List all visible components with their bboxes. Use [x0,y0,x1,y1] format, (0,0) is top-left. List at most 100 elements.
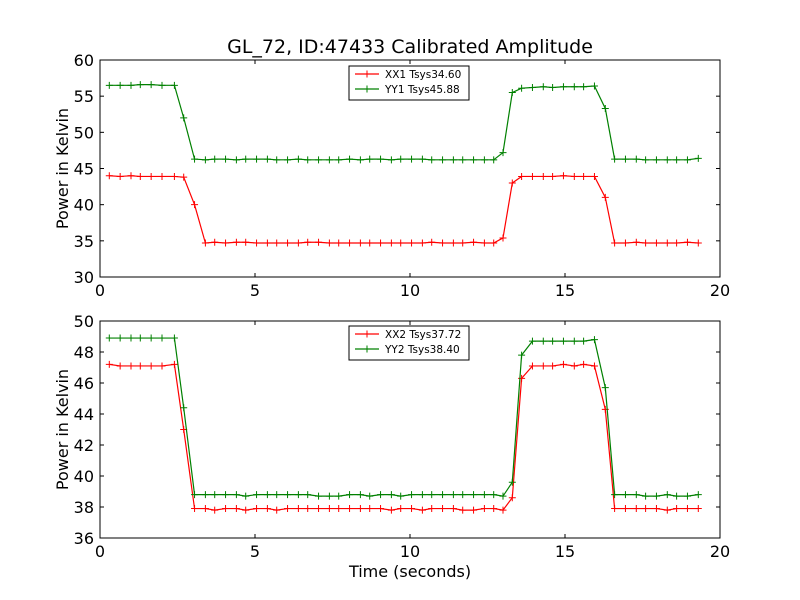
data-point-1-1-14 [253,491,261,499]
data-point-1-1-2 [127,334,135,342]
data-point-1-1-3 [136,334,144,342]
y-axis-label-0: Power in Kelvin [53,108,72,229]
y-tick-label-1-2: 40 [74,467,94,486]
data-point-1-1-43 [549,337,557,345]
data-point-0-0-30 [418,239,426,247]
data-point-0-1-29 [408,155,416,163]
bottom-subplot: 0 5 10 15 20 36 38 40 42 44 46 48 50 Power in Kelvin T… [53,312,730,581]
y-tick-label-0-5: 55 [74,87,94,106]
data-point-1-1-10 [211,491,219,499]
data-point-0-1-6 [170,81,178,89]
data-point-0-1-54 [663,156,671,164]
data-point-0-1-35 [470,156,478,164]
data-point-0-0-41 [528,172,536,180]
data-point-1-0-55 [673,505,681,513]
data-point-0-1-46 [580,83,588,91]
data-point-1-0-45 [570,362,578,370]
data-point-0-0-44 [559,172,567,180]
data-point-1-1-15 [263,491,271,499]
data-point-1-1-50 [621,491,629,499]
data-point-0-1-36 [480,156,488,164]
data-point-0-1-19 [304,156,312,164]
data-point-0-0-15 [263,239,271,247]
data-point-0-1-23 [346,155,354,163]
data-point-1-1-49 [611,491,619,499]
data-point-0-0-38 [499,234,507,242]
data-point-1-0-0 [105,360,113,368]
data-point-0-1-0 [105,81,113,89]
data-point-0-0-42 [539,172,547,180]
series-line-1-1 [109,337,699,497]
x-tick-label-0-4: 20 [710,281,730,300]
data-point-0-1-40 [518,84,526,92]
data-point-0-0-36 [480,239,488,247]
y-tick-label-1-4: 44 [74,405,94,424]
data-point-1-0-36 [480,505,488,513]
data-point-1-0-37 [490,505,498,513]
data-point-0-0-47 [590,172,598,180]
data-point-1-0-18 [294,505,302,513]
data-point-0-0-45 [570,172,578,180]
data-point-1-0-43 [549,362,557,370]
data-point-0-1-33 [449,156,457,164]
data-point-0-0-54 [663,239,671,247]
data-point-1-0-12 [232,505,240,513]
data-point-1-1-32 [439,491,447,499]
data-point-1-0-16 [273,506,281,514]
data-point-1-0-51 [632,505,640,513]
data-point-1-1-48 [601,384,609,392]
y-tick-label-0-4: 50 [74,123,94,142]
data-point-1-1-33 [449,491,457,499]
data-point-1-1-56 [683,492,691,500]
data-point-0-1-55 [673,156,681,164]
data-point-1-0-39 [508,494,516,502]
x-tick-label-1-1: 5 [250,542,260,561]
legend-label-0-0: XX1 Tsys34.60 [385,69,461,81]
data-point-1-1-12 [232,491,240,499]
data-point-0-0-43 [549,172,557,180]
data-point-0-1-7 [180,114,188,122]
data-point-0-0-39 [508,179,516,187]
data-point-1-1-16 [273,491,281,499]
data-point-1-1-26 [377,491,385,499]
legend-marker-0-0 [363,70,371,78]
data-point-1-0-35 [470,506,478,514]
data-point-1-1-20 [315,492,323,500]
data-point-0-0-34 [459,239,467,247]
series-line-0-0 [109,175,699,244]
data-point-0-0-5 [158,172,166,180]
data-point-1-1-46 [580,337,588,345]
legend-0: XX1 Tsys34.60 YY1 Tsys45.88 [348,65,470,101]
data-point-1-1-28 [397,492,405,500]
data-point-1-0-17 [284,505,292,513]
data-point-1-1-19 [304,491,312,499]
data-point-0-0-21 [325,239,333,247]
y-tick-label-1-0: 36 [74,529,94,548]
data-point-0-0-1 [116,172,124,180]
data-point-0-1-37 [490,156,498,164]
y-tick-label-1-3: 42 [74,436,94,455]
data-point-1-1-21 [325,492,333,500]
data-point-1-1-57 [694,491,702,499]
data-point-1-0-21 [325,505,333,513]
data-point-1-1-55 [673,492,681,500]
legend-box-0 [348,65,470,101]
y-tick-label-0-2: 40 [74,196,94,215]
y-tick-label-0-0: 30 [74,268,94,287]
data-point-1-0-26 [377,505,385,513]
legend-label-1-0: XX2 Tsys37.72 [385,329,461,341]
data-point-0-1-8 [191,155,199,163]
data-point-1-0-29 [408,505,416,513]
data-point-0-1-51 [632,155,640,163]
data-point-1-1-1 [116,334,124,342]
data-point-1-0-25 [366,505,374,513]
x-tick-label-0-1: 5 [250,281,260,300]
data-point-1-1-44 [559,337,567,345]
data-point-1-1-52 [642,492,650,500]
y-tick-label-1-5: 46 [74,374,94,393]
data-point-0-0-3 [136,172,144,180]
data-point-1-1-30 [418,491,426,499]
data-point-0-1-25 [366,155,374,163]
data-point-1-0-3 [136,362,144,370]
